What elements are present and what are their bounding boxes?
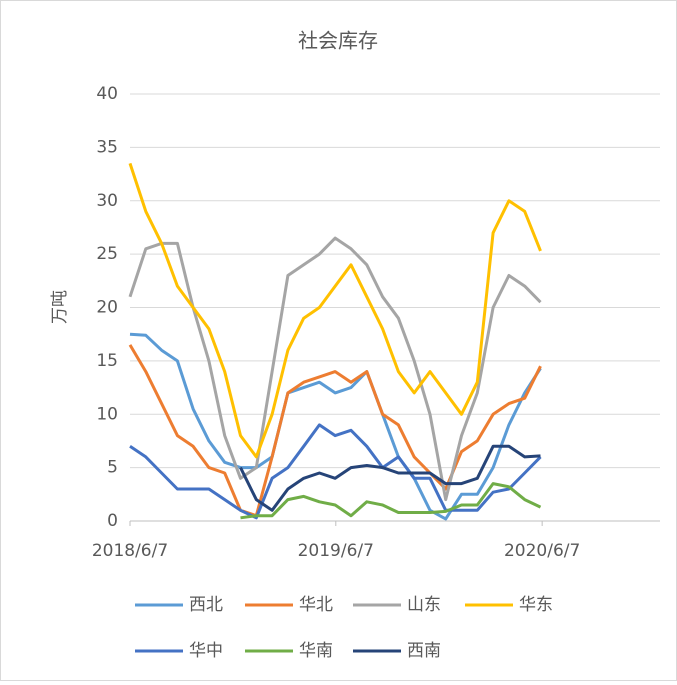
series-line	[128, 162, 542, 459]
x-tick-label: 2020/6/7	[504, 541, 580, 561]
legend-label: 华南	[299, 641, 333, 661]
x-tick-label: 2018/6/7	[92, 541, 168, 561]
x-tick-label: 2019/6/7	[298, 541, 374, 561]
legend-label: 山东	[407, 595, 441, 615]
y-tick-label: 40	[96, 84, 118, 104]
series-line	[129, 423, 542, 520]
y-tick-label: 0	[107, 511, 118, 531]
y-tick-label: 10	[96, 404, 118, 424]
y-tick-label: 25	[96, 244, 118, 264]
y-tick-label: 20	[96, 298, 118, 318]
legend-label: 西南	[407, 641, 441, 661]
series-line	[128, 236, 542, 502]
chart-title: 社会库存	[298, 29, 378, 53]
series-line	[128, 344, 542, 518]
legend-label: 华中	[189, 641, 223, 661]
y-tick-label: 35	[96, 137, 118, 157]
y-tick-label: 5	[107, 458, 118, 478]
legend-label: 西北	[189, 595, 223, 615]
legend-label: 华北	[299, 595, 333, 615]
y-axis-label: 万吨	[50, 290, 70, 324]
y-tick-label: 15	[96, 351, 118, 371]
y-tick-label: 30	[96, 191, 118, 211]
legend-label: 华东	[519, 595, 553, 615]
series-line	[240, 482, 542, 520]
series-line	[129, 332, 542, 521]
series-line	[239, 444, 541, 512]
